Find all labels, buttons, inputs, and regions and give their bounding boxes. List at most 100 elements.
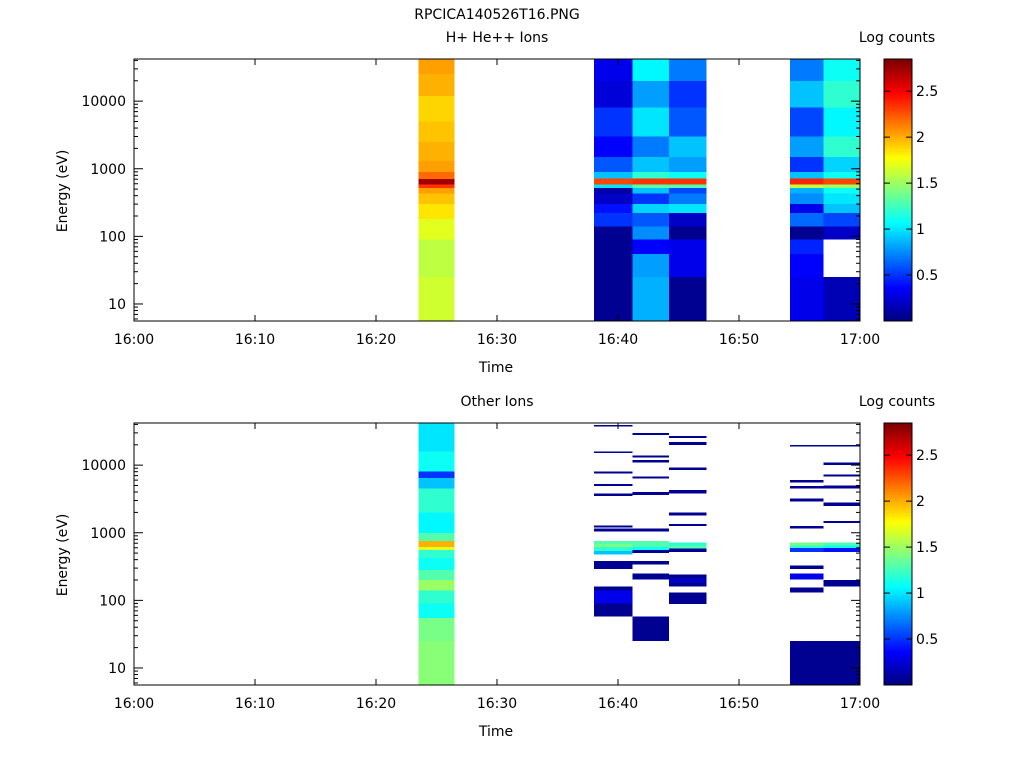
colorbar-step xyxy=(884,460,912,463)
colorbar-step xyxy=(884,205,912,209)
colorbar-step xyxy=(884,244,912,248)
colorbar-step xyxy=(884,209,912,213)
colorbar-step xyxy=(884,499,912,503)
colorbar-step xyxy=(884,87,912,91)
colorbar-tick-label: 2.5 xyxy=(916,84,938,100)
heatmap-cell xyxy=(668,204,707,214)
colorbar-step xyxy=(884,85,912,88)
colorbar-step xyxy=(884,455,912,459)
heatmap-cell xyxy=(789,59,824,81)
heatmap-cell xyxy=(823,178,860,185)
colorbar-step xyxy=(884,632,912,636)
colorbar-step xyxy=(884,462,912,466)
colorbar-step xyxy=(884,124,912,128)
colorbar-step xyxy=(884,148,912,152)
colorbar-step xyxy=(884,283,912,287)
colorbar-step xyxy=(884,501,912,505)
heatmap-cells xyxy=(418,59,860,321)
heatmap-cell xyxy=(593,226,633,240)
colorbar-frame xyxy=(883,422,913,686)
heatmap-cell xyxy=(593,277,633,321)
colorbar-step xyxy=(884,98,912,102)
heatmap-cell xyxy=(789,171,824,179)
colorbar-step xyxy=(884,534,912,538)
heatmap-cell xyxy=(668,542,707,546)
heatmap-cell xyxy=(823,545,860,549)
colorbar-step xyxy=(884,538,912,542)
colorbar-step xyxy=(884,431,912,435)
heatmap-cell xyxy=(593,136,633,157)
heatmap-cell xyxy=(823,277,860,321)
colorbar-step xyxy=(884,628,912,632)
colorbar-step xyxy=(884,564,912,568)
heatmap-cell xyxy=(823,107,860,137)
colorbar-step xyxy=(884,438,912,442)
colorbar-step xyxy=(884,155,912,158)
heatmap-cell xyxy=(593,213,633,227)
colorbar-step xyxy=(884,621,912,625)
heatmap-cell xyxy=(593,107,633,137)
colorbar-step xyxy=(884,606,912,610)
heatmap-cell xyxy=(593,187,633,194)
colorbar-tick-label: 2 xyxy=(916,494,925,510)
colorbar-step xyxy=(884,674,912,677)
colorbar: 0.5 1 1.5 2 2.5 xyxy=(883,58,938,322)
heatmap-cell xyxy=(823,204,860,214)
x-tick-label: 16:50 xyxy=(719,696,759,712)
heatmap-cell xyxy=(823,462,860,466)
colorbar-tick-label: 1 xyxy=(916,586,925,602)
heatmap-cell xyxy=(668,592,707,605)
colorbar-step xyxy=(884,475,912,479)
colorbar-step xyxy=(884,74,912,78)
colorbar-step xyxy=(884,139,912,143)
x-tick-label: 16:40 xyxy=(598,696,638,712)
colorbar: 0.5 1 1.5 2 2.5 xyxy=(883,422,938,686)
colorbar-step xyxy=(884,218,912,222)
heatmap-cell xyxy=(789,545,824,549)
heatmap-cell xyxy=(668,184,707,188)
heatmap-cell xyxy=(593,193,633,205)
colorbar-step xyxy=(884,433,912,437)
colorbar-step xyxy=(884,669,912,673)
colorbar-step xyxy=(884,647,912,651)
x-tick-label: 16:30 xyxy=(477,696,517,712)
colorbar-step xyxy=(884,497,912,501)
heatmap-cell xyxy=(789,444,824,447)
heatmap-cell xyxy=(789,136,824,157)
heatmap-cell xyxy=(593,451,633,454)
colorbar-step xyxy=(884,152,912,156)
colorbar-step xyxy=(884,540,912,544)
colorbar-step xyxy=(884,192,912,195)
colorbar-step xyxy=(884,161,912,165)
colorbar-step xyxy=(884,126,912,130)
heatmap-cell xyxy=(418,617,455,642)
colorbar-step xyxy=(884,268,912,272)
heatmap-cell xyxy=(668,574,707,579)
colorbar-step xyxy=(884,597,912,601)
colorbar-step xyxy=(884,558,912,562)
colorbar-step xyxy=(884,266,912,270)
colorbar-step xyxy=(884,495,912,498)
colorbar-step xyxy=(884,93,912,97)
colorbar-step xyxy=(884,286,912,289)
colorbar-step xyxy=(884,512,912,516)
colorbar-step xyxy=(884,477,912,481)
heatmap-cell xyxy=(668,187,707,194)
colorbar-step xyxy=(884,207,912,211)
heatmap-cell xyxy=(593,528,633,532)
colorbar-step xyxy=(884,279,912,283)
heatmap-cell xyxy=(418,141,455,162)
colorbar-step xyxy=(884,569,912,573)
colorbar-step xyxy=(884,183,912,187)
colorbar-step xyxy=(884,645,912,649)
heatmap-cell xyxy=(823,226,860,240)
colorbar-tick-label: 0.5 xyxy=(916,268,938,284)
colorbar-step xyxy=(884,174,912,178)
colorbar-step xyxy=(884,262,912,265)
heatmap-cell xyxy=(668,156,707,172)
colorbar-step xyxy=(884,203,912,206)
colorbar-step xyxy=(884,543,912,546)
heatmap-cell xyxy=(418,477,455,489)
colorbar-step xyxy=(884,163,912,167)
